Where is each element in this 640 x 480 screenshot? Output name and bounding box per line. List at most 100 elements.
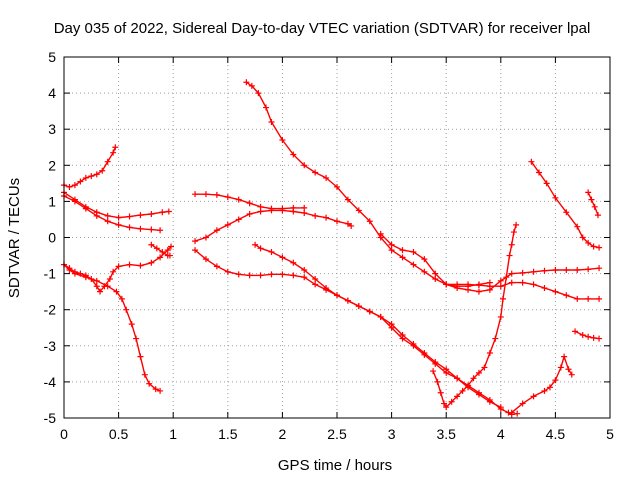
data-point <box>443 281 450 288</box>
data-point <box>421 256 428 263</box>
data-point <box>388 241 395 248</box>
data-point <box>590 334 597 341</box>
data-point <box>268 207 275 214</box>
data-point <box>104 158 111 165</box>
data-point <box>290 208 297 215</box>
data-point <box>243 79 250 86</box>
data-point <box>430 368 437 375</box>
data-point <box>454 281 461 288</box>
data-point <box>168 243 175 250</box>
data-point <box>528 158 535 165</box>
series-line <box>63 264 161 392</box>
data-point <box>126 261 133 268</box>
data-point <box>508 279 515 286</box>
data-point <box>557 364 564 371</box>
y-tick-label: -4 <box>44 374 57 390</box>
x-tick-label: 1.5 <box>218 426 238 442</box>
data-point <box>246 272 253 279</box>
data-point <box>432 276 439 283</box>
data-point <box>348 222 355 229</box>
y-axis-label: SDTVAR / TECUs <box>6 178 23 298</box>
series-line <box>63 246 172 293</box>
data-point <box>137 212 144 219</box>
data-point <box>148 259 155 266</box>
data-point <box>585 189 592 196</box>
series-arc-18 <box>572 328 603 342</box>
data-point <box>157 387 164 394</box>
data-point <box>248 82 255 89</box>
data-point <box>432 360 439 367</box>
series-line <box>511 355 573 414</box>
data-point <box>344 297 351 304</box>
data-point <box>596 244 603 251</box>
data-point <box>344 196 351 203</box>
data-point <box>93 212 100 219</box>
series-arc-17 <box>585 189 601 219</box>
y-tick-label: -1 <box>44 266 57 282</box>
data-point <box>437 389 444 396</box>
series-arc-05 <box>61 261 164 394</box>
data-point <box>77 178 84 185</box>
data-point <box>104 283 111 290</box>
data-point <box>126 213 133 220</box>
data-point <box>497 277 504 284</box>
series-arc-14 <box>443 279 603 302</box>
series-arc-13 <box>430 221 520 411</box>
data-point <box>137 353 144 360</box>
x-axis-label: GPS time / hours <box>278 457 392 474</box>
data-point <box>508 409 515 416</box>
data-point <box>579 331 586 338</box>
data-point <box>552 288 559 295</box>
data-point <box>202 191 209 198</box>
data-point <box>312 169 319 176</box>
data-point <box>279 207 286 214</box>
data-point <box>410 248 417 255</box>
data-point <box>255 90 262 97</box>
data-point <box>323 214 330 221</box>
data-point <box>459 387 466 394</box>
data-point <box>543 180 550 187</box>
data-point <box>71 198 78 205</box>
data-point <box>421 351 428 358</box>
data-point <box>514 410 521 417</box>
data-point <box>268 271 275 278</box>
series-arc-15 <box>508 353 575 416</box>
data-point <box>475 391 482 398</box>
y-tick-label: 0 <box>48 230 56 246</box>
data-point <box>486 398 493 405</box>
data-point <box>123 306 130 313</box>
data-point <box>434 378 441 385</box>
data-point <box>118 295 125 302</box>
data-point <box>159 248 166 255</box>
data-point <box>552 266 559 273</box>
series-line <box>63 147 116 188</box>
data-point <box>443 369 450 376</box>
data-point <box>279 271 286 278</box>
data-point <box>235 196 242 203</box>
data-point <box>590 243 597 250</box>
data-point <box>475 369 482 376</box>
data-point <box>290 272 297 279</box>
data-point <box>104 212 111 219</box>
data-point <box>301 209 308 216</box>
data-point <box>257 245 264 252</box>
data-point <box>585 266 592 273</box>
data-point <box>568 371 575 378</box>
data-point <box>579 234 586 241</box>
series-line <box>194 209 352 242</box>
data-point <box>388 324 395 331</box>
data-point <box>110 149 117 156</box>
data-point <box>530 281 537 288</box>
data-point <box>202 256 209 263</box>
data-point <box>596 335 603 342</box>
series-arc-08 <box>192 207 355 245</box>
data-point <box>290 259 297 266</box>
data-point <box>552 377 559 384</box>
data-point <box>213 227 220 234</box>
data-point <box>97 288 104 295</box>
series-arc-16 <box>528 158 603 251</box>
data-point <box>148 226 155 233</box>
data-point <box>71 270 78 277</box>
x-tick-label: 2 <box>279 426 287 442</box>
data-point <box>66 266 73 273</box>
